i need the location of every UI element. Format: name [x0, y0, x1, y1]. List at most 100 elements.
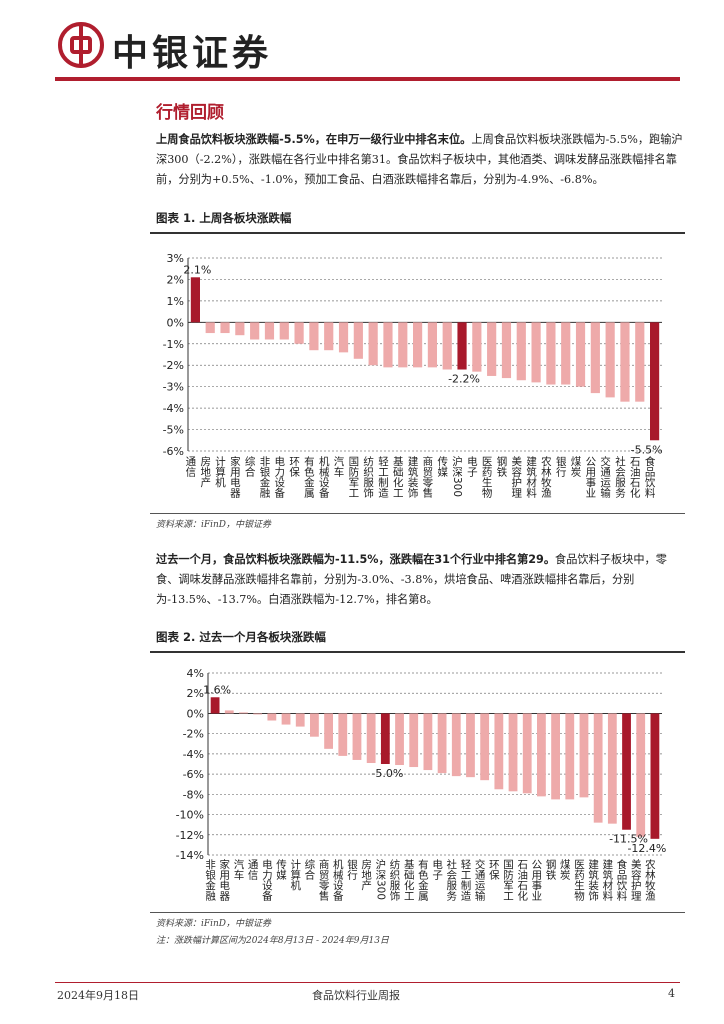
bar — [224, 710, 234, 714]
bar — [338, 322, 349, 353]
bar — [480, 713, 490, 781]
chart-monthly-returns: 4% 2% 0% -2% -4% -6% -8% -10% -12% -14%非银金融 家用电器 汽车… — [176, 667, 667, 902]
bar — [220, 322, 230, 334]
x-tick-label: 电力设备 — [273, 455, 285, 499]
bar — [561, 322, 571, 385]
x-tick-label: 环保 — [288, 456, 300, 478]
x-tick-label: 公用事业 — [584, 456, 596, 498]
x-tick-label: 医药生物 — [481, 456, 493, 499]
x-tick-label: 机械设备 — [332, 858, 344, 902]
x-tick-label: 汽车 — [232, 858, 244, 881]
x-tick-label: 通信 — [247, 859, 259, 881]
bar — [650, 713, 660, 839]
bar — [472, 322, 482, 372]
x-tick-label: 通信 — [184, 456, 196, 478]
data-label: 1.6% — [203, 683, 231, 696]
x-tick-label: 沪深300 — [451, 455, 463, 497]
y-tick-label: 4% — [187, 667, 204, 680]
x-tick-label: 国防军工 — [502, 859, 514, 901]
x-tick-label: 基础化工 — [403, 858, 415, 901]
bar — [451, 713, 461, 777]
bar — [338, 713, 348, 756]
x-tick-label: 美容护理 — [510, 455, 522, 498]
figure-2-source: 资料来源：iFinD，中银证券 — [156, 919, 272, 929]
data-label: -11.5% — [609, 833, 648, 846]
y-tick-label: -12% — [176, 829, 204, 842]
bar — [650, 322, 660, 441]
x-tick-label: 银行 — [555, 455, 567, 478]
bar — [437, 713, 447, 774]
bar — [409, 713, 419, 768]
bar — [466, 713, 475, 778]
x-tick-label: 国防军工 — [347, 456, 359, 498]
y-tick-label: -6% — [163, 445, 184, 458]
bar — [309, 322, 319, 351]
bar — [352, 713, 362, 760]
bar — [267, 713, 277, 721]
x-tick-label: 有色金属 — [417, 858, 429, 902]
figure-1-title: 图表 1. 上周各板块涨跌幅 — [156, 211, 292, 225]
x-tick-label: 计算机 — [214, 455, 226, 488]
bar — [395, 713, 404, 766]
x-tick-label: 传媒 — [436, 456, 448, 478]
x-tick-label: 农林牧渔 — [540, 455, 552, 499]
x-tick-label: 医药生物 — [573, 859, 585, 902]
bar — [281, 713, 291, 725]
x-tick-label: 农林牧渔 — [644, 858, 656, 902]
y-tick-label: 2% — [167, 273, 184, 286]
x-tick-label: 沪深300 — [374, 858, 386, 900]
data-label: -5.5% — [631, 443, 663, 456]
bar — [279, 322, 289, 340]
paragraph-monthly-body: 食品饮料子板块中，零食、调味发酵品涨跌幅排名靠前，分别为-3.0%、-3.8%，… — [156, 553, 667, 606]
x-tick-label: 有色金属 — [303, 455, 315, 499]
x-tick-label: 建筑材料 — [525, 455, 537, 499]
bar — [546, 322, 556, 385]
y-tick-label: 3% — [167, 252, 184, 265]
bar — [516, 322, 526, 381]
chart-weekly-returns: 3% 2% 1% 0% -1% -2% -3% -4% -5% -6%通信 房地产 计算机 家用电器 综合… — [163, 252, 663, 499]
bar — [205, 322, 215, 334]
bar — [294, 322, 304, 344]
x-tick-label: 交通运输 — [474, 858, 486, 902]
paragraph-monthly-lead: 过去一个月，食品饮料板块涨跌幅为-11.5%，涨跌幅在31个行业中排名第29。 — [156, 553, 556, 566]
x-tick-label: 纺织服饰 — [389, 858, 401, 902]
x-tick-label: 建筑装饰 — [587, 858, 599, 902]
data-label: -12.4% — [627, 842, 666, 855]
bar — [590, 322, 600, 394]
bar — [210, 697, 220, 714]
x-tick-label: 传媒 — [275, 859, 287, 881]
bar — [366, 713, 376, 763]
y-tick-label: -10% — [176, 809, 204, 822]
x-tick-label: 综合 — [303, 858, 315, 881]
y-tick-label: -5% — [163, 424, 184, 437]
bar — [264, 322, 275, 340]
y-tick-label: -14% — [176, 849, 204, 862]
figure-1-bottom-rule — [150, 513, 685, 514]
bar — [368, 322, 378, 366]
bar — [190, 277, 200, 323]
x-tick-label: 煤炭 — [570, 455, 582, 478]
bar — [239, 712, 248, 714]
x-tick-label: 建筑装饰 — [407, 455, 419, 499]
bar — [635, 322, 645, 402]
x-tick-label: 社会服务 — [614, 455, 626, 499]
bar — [622, 713, 631, 830]
bar — [353, 322, 363, 359]
data-label: -5.0% — [371, 767, 403, 780]
x-tick-label: 汽车 — [333, 455, 345, 478]
bar — [508, 713, 518, 792]
figure-2-title: 图表 2. 过去一个月各板块涨跌幅 — [156, 630, 326, 644]
bar — [565, 713, 575, 800]
bar — [501, 322, 512, 379]
x-tick-label: 电子 — [431, 858, 443, 880]
x-tick-label: 钢铁 — [545, 858, 557, 881]
figure-2-bottom-rule — [150, 912, 685, 913]
bar — [494, 713, 504, 790]
paragraph-weekly-body: 上周食品饮料板块涨跌幅为-5.5%，跑输沪深300（-2.2%），涨跌幅在各行业… — [156, 133, 683, 186]
x-tick-label: 食品饮料 — [644, 455, 656, 499]
x-tick-label: 非银金融 — [258, 456, 270, 499]
x-tick-label: 轻工制造 — [377, 455, 389, 498]
bar — [427, 322, 437, 368]
x-tick-label: 交通运输 — [599, 455, 611, 499]
figure-1-top-rule — [150, 232, 685, 234]
